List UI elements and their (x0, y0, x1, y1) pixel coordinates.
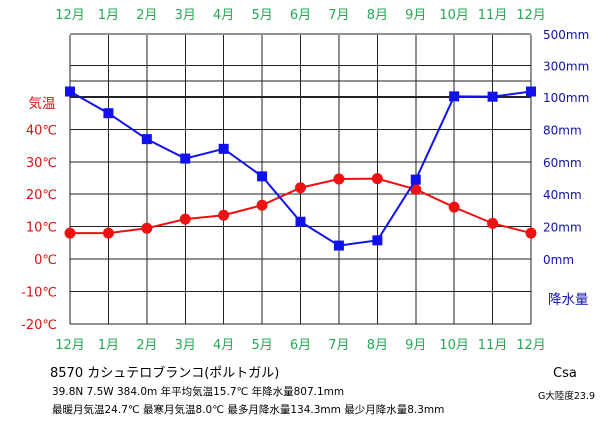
precip-tick-label: 60mm (543, 156, 582, 170)
precip-tick-label: 300mm (543, 60, 589, 74)
month-label-top: 2月 (136, 8, 157, 23)
temp-tick-label: 30℃ (26, 156, 57, 171)
precipitation-point (372, 235, 383, 246)
temp-tick-label: -10℃ (21, 285, 57, 300)
month-label-top: 6月 (290, 8, 311, 23)
temperature-point (487, 217, 499, 229)
temperature-point (179, 213, 191, 225)
temperature-point (295, 182, 306, 194)
month-label-top: 8月 (367, 8, 388, 23)
precipitation-point (487, 91, 498, 102)
temp-tick-label: 40℃ (26, 123, 57, 138)
temperature-point (525, 227, 537, 239)
precipitation-point (449, 91, 460, 102)
precip-axis-title: 降水量 (548, 292, 589, 308)
month-label-top: 5月 (251, 8, 272, 23)
month-label-bottom: 5月 (251, 338, 272, 353)
month-label-top: 9月 (405, 8, 426, 23)
month-label-top: 3月 (175, 8, 196, 23)
month-label-bottom: 7月 (328, 338, 349, 353)
precip-tick-label: 100mm (543, 91, 589, 105)
temp-tick-label: 10℃ (26, 221, 57, 236)
month-label-bottom: 4月 (213, 338, 234, 353)
month-label-top: 12月 (55, 8, 85, 23)
precip-tick-label: 500mm (543, 28, 589, 42)
precipitation-point (141, 134, 152, 145)
temperature-point (371, 173, 383, 185)
precipitation-point (295, 216, 306, 227)
precipitation-point (333, 240, 344, 251)
month-label-bottom: 3月 (175, 338, 196, 353)
month-label-top: 11月 (478, 8, 508, 23)
temperature-point (218, 209, 230, 221)
month-label-top: 10月 (439, 8, 469, 23)
month-label-bottom: 12月 (516, 338, 546, 353)
temp-tick-label: 0℃ (34, 253, 57, 268)
month-label-bottom: 12月 (55, 338, 85, 353)
temp-tick-label: 20℃ (26, 188, 57, 203)
temperature-point (448, 201, 460, 213)
month-label-top: 12月 (516, 8, 546, 23)
month-label-bottom: 10月 (439, 338, 469, 353)
precipitation-point (257, 171, 268, 182)
temp-axis-title: 気温 (29, 96, 56, 112)
precip-tick-label: 80mm (543, 123, 582, 137)
month-label-bottom: 11月 (478, 338, 508, 353)
month-label-bottom: 8月 (367, 338, 388, 353)
month-label-top: 4月 (213, 8, 234, 23)
month-label-bottom: 1月 (98, 338, 119, 353)
temperature-point (64, 227, 76, 239)
month-label-bottom: 9月 (405, 338, 426, 353)
temperature-point (333, 173, 345, 185)
month-label-top: 7月 (328, 8, 349, 23)
temperature-point (410, 183, 422, 195)
temp-tick-label: -20℃ (21, 318, 57, 333)
month-label-bottom: 2月 (136, 338, 157, 353)
temperature-point (102, 227, 114, 239)
month-label-bottom: 6月 (290, 338, 311, 353)
precipitation-point (218, 143, 229, 154)
temperature-point (141, 222, 153, 234)
precipitation-point (410, 174, 421, 185)
precip-tick-label: 0mm (543, 253, 574, 267)
month-label-top: 1月 (98, 8, 119, 23)
precipitation-point (180, 153, 191, 164)
precip-tick-label: 40mm (543, 188, 582, 202)
precip-tick-label: 20mm (543, 221, 582, 235)
precipitation-point (103, 108, 114, 119)
precipitation-point (65, 86, 75, 97)
temperature-point (256, 199, 268, 211)
precipitation-point (526, 86, 536, 97)
